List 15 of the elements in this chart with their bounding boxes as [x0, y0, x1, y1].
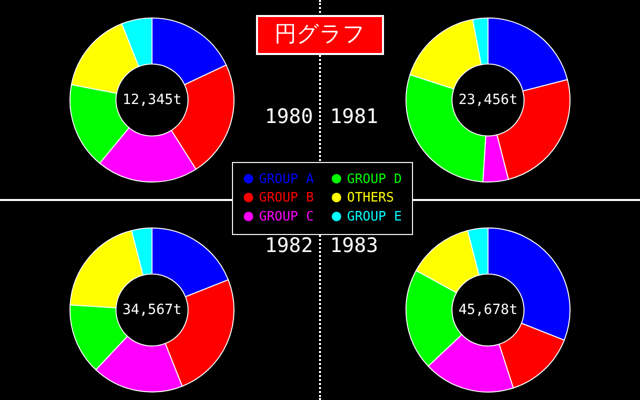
text: 23,456t	[458, 92, 518, 108]
legend-label: GROUP C	[259, 210, 314, 224]
legend-label: OTHERS	[347, 190, 394, 206]
text: 円グラフ	[256, 15, 384, 55]
text: 34,567t	[122, 302, 182, 318]
chart-title: 1983	[330, 233, 378, 257]
text: 45,678t	[458, 302, 518, 318]
text: 1980	[264, 104, 313, 128]
legend-label: GROUP D	[347, 172, 402, 187]
text: 1982	[264, 233, 313, 257]
text: 12,345t	[122, 92, 182, 108]
legend-label: GROUP E	[347, 210, 402, 224]
legend-label: GROUP A	[259, 172, 314, 187]
text: 1981	[330, 104, 378, 128]
legend-label: GROUP B	[259, 190, 314, 206]
